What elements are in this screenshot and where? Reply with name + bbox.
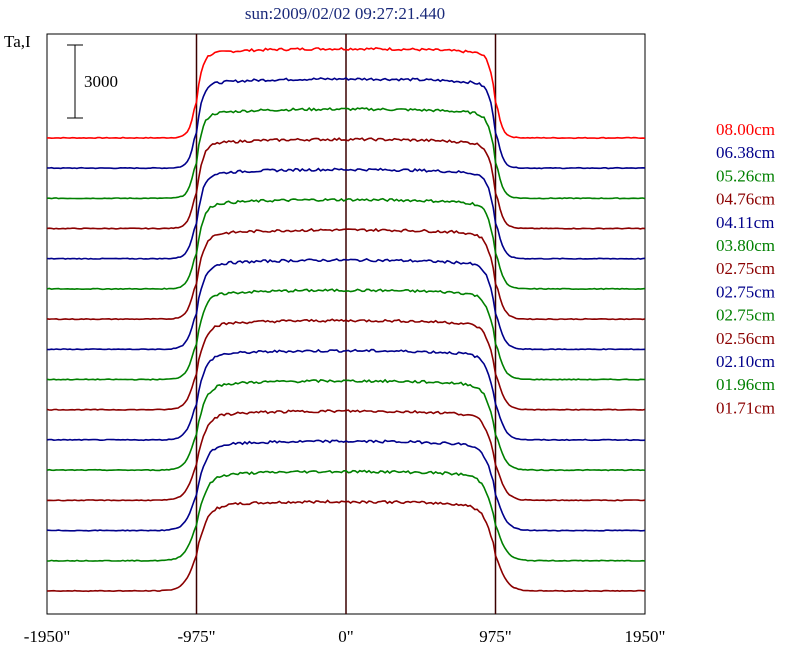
x-tick-label: -1950": [24, 627, 71, 646]
legend-entry: 01.96cm: [716, 375, 775, 394]
legend-entry: 02.75cm: [716, 259, 775, 278]
series-line: [46, 197, 646, 291]
chart-title: sun:2009/02/02 09:27:21.440: [245, 4, 445, 23]
series-line: [46, 439, 646, 532]
series-line: [47, 469, 646, 562]
scale-bar-label: 3000: [84, 72, 118, 91]
series-line: [46, 409, 646, 502]
legend: 08.00cm 06.38cm 05.26cm 04.76cm 04.11cm 03.80…: [716, 120, 775, 417]
x-tick-labels: -1950" -975" 0" 975" 1950": [24, 627, 666, 646]
series-line: [46, 288, 646, 381]
legend-entry: 06.38cm: [716, 143, 775, 162]
series-line: [46, 378, 646, 472]
series-line: [46, 227, 646, 321]
legend-entry: 02.75cm: [716, 282, 775, 301]
x-tick-label: 975": [479, 627, 511, 646]
series-line: [46, 77, 646, 170]
series-line: [47, 106, 646, 200]
series-line: [46, 167, 646, 260]
x-tick-label: 0": [338, 627, 353, 646]
legend-entry: 08.00cm: [716, 120, 775, 139]
legend-entry: 03.80cm: [716, 236, 775, 255]
legend-entry: 02.10cm: [716, 352, 775, 371]
legend-entry: 02.75cm: [716, 306, 775, 325]
scale-bar: 3000: [67, 44, 118, 119]
y-axis-label: Ta,I: [4, 32, 31, 51]
series-line: [46, 258, 646, 351]
series-line: [46, 348, 646, 442]
legend-entry: 02.56cm: [716, 329, 775, 348]
legend-entry: 04.76cm: [716, 190, 775, 209]
series-line: [46, 137, 646, 230]
series-line: [46, 318, 646, 411]
x-tick-label: 1950": [625, 627, 666, 646]
series-curves: [46, 46, 646, 593]
legend-entry: 04.11cm: [716, 213, 774, 232]
legend-entry: 01.71cm: [716, 398, 775, 417]
x-tick-label: -975": [177, 627, 215, 646]
series-line: [47, 46, 646, 140]
legend-entry: 05.26cm: [716, 166, 775, 185]
series-line: [46, 499, 645, 593]
reference-lines: [195, 34, 497, 614]
